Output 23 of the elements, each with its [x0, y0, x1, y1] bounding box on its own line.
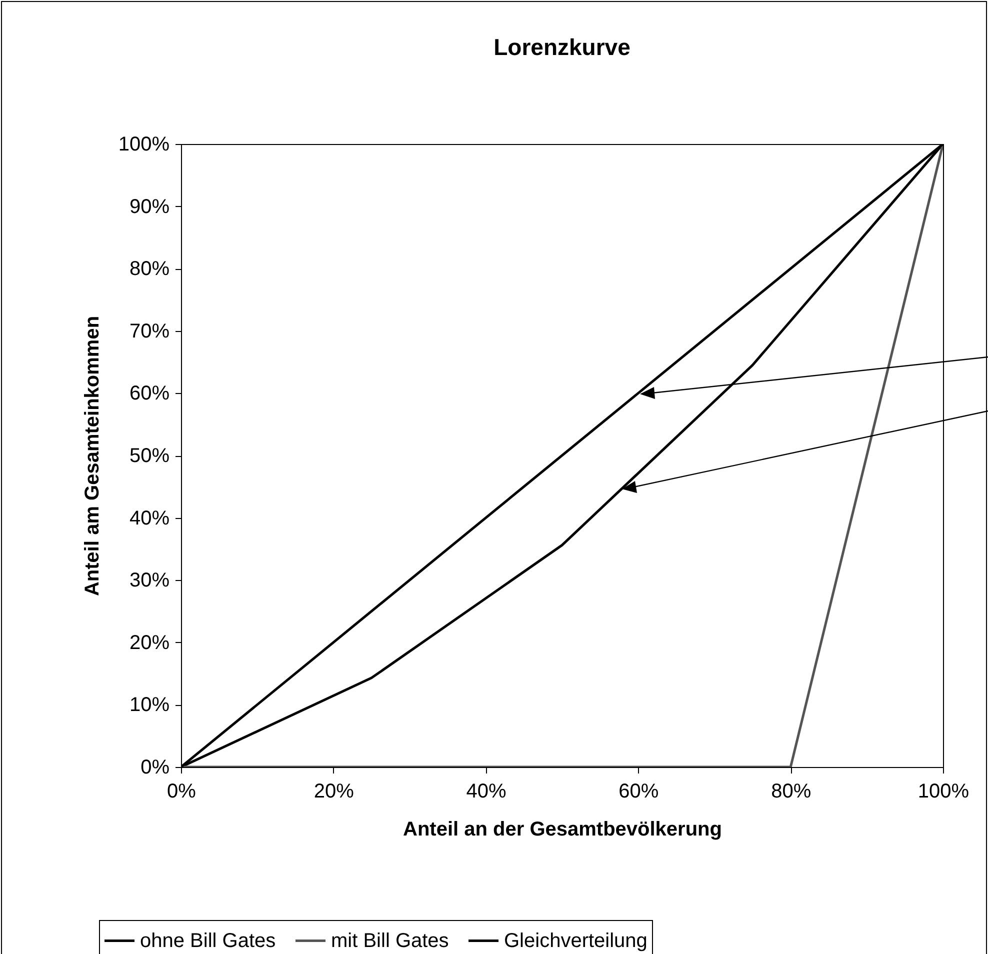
y-tick-label: 60% — [129, 382, 170, 405]
x-tick-label: 100% — [918, 780, 970, 802]
x-tick-label: 40% — [466, 780, 507, 802]
x-axis-title: Anteil an der Gesamtbevölkerung — [403, 818, 722, 840]
legend-label: mit Bill Gates — [331, 930, 449, 952]
y-tick-label: 50% — [129, 445, 170, 467]
y-tick-label: 20% — [129, 632, 170, 654]
y-tick-label: 10% — [129, 694, 170, 716]
x-tick-label: 20% — [314, 780, 354, 802]
y-tick-label: 30% — [129, 570, 170, 592]
x-tick-label: 80% — [771, 780, 812, 802]
legend-label: ohne Bill Gates — [140, 930, 276, 952]
x-tick-label: 60% — [618, 780, 659, 802]
x-tick-label: 0% — [167, 780, 196, 802]
chart-title: Lorenzkurve — [494, 34, 630, 60]
legend-label: Gleichverteilung — [504, 930, 648, 952]
y-tick-label: 70% — [129, 320, 170, 342]
y-axis-title: Anteil am Gesamteinkommen — [81, 316, 104, 596]
y-tick-label: 40% — [129, 507, 170, 530]
y-tick-label: 90% — [129, 196, 170, 218]
y-tick-label: 0% — [140, 756, 170, 778]
y-tick-label: 80% — [129, 258, 170, 280]
y-tick-label: 100% — [118, 134, 170, 156]
